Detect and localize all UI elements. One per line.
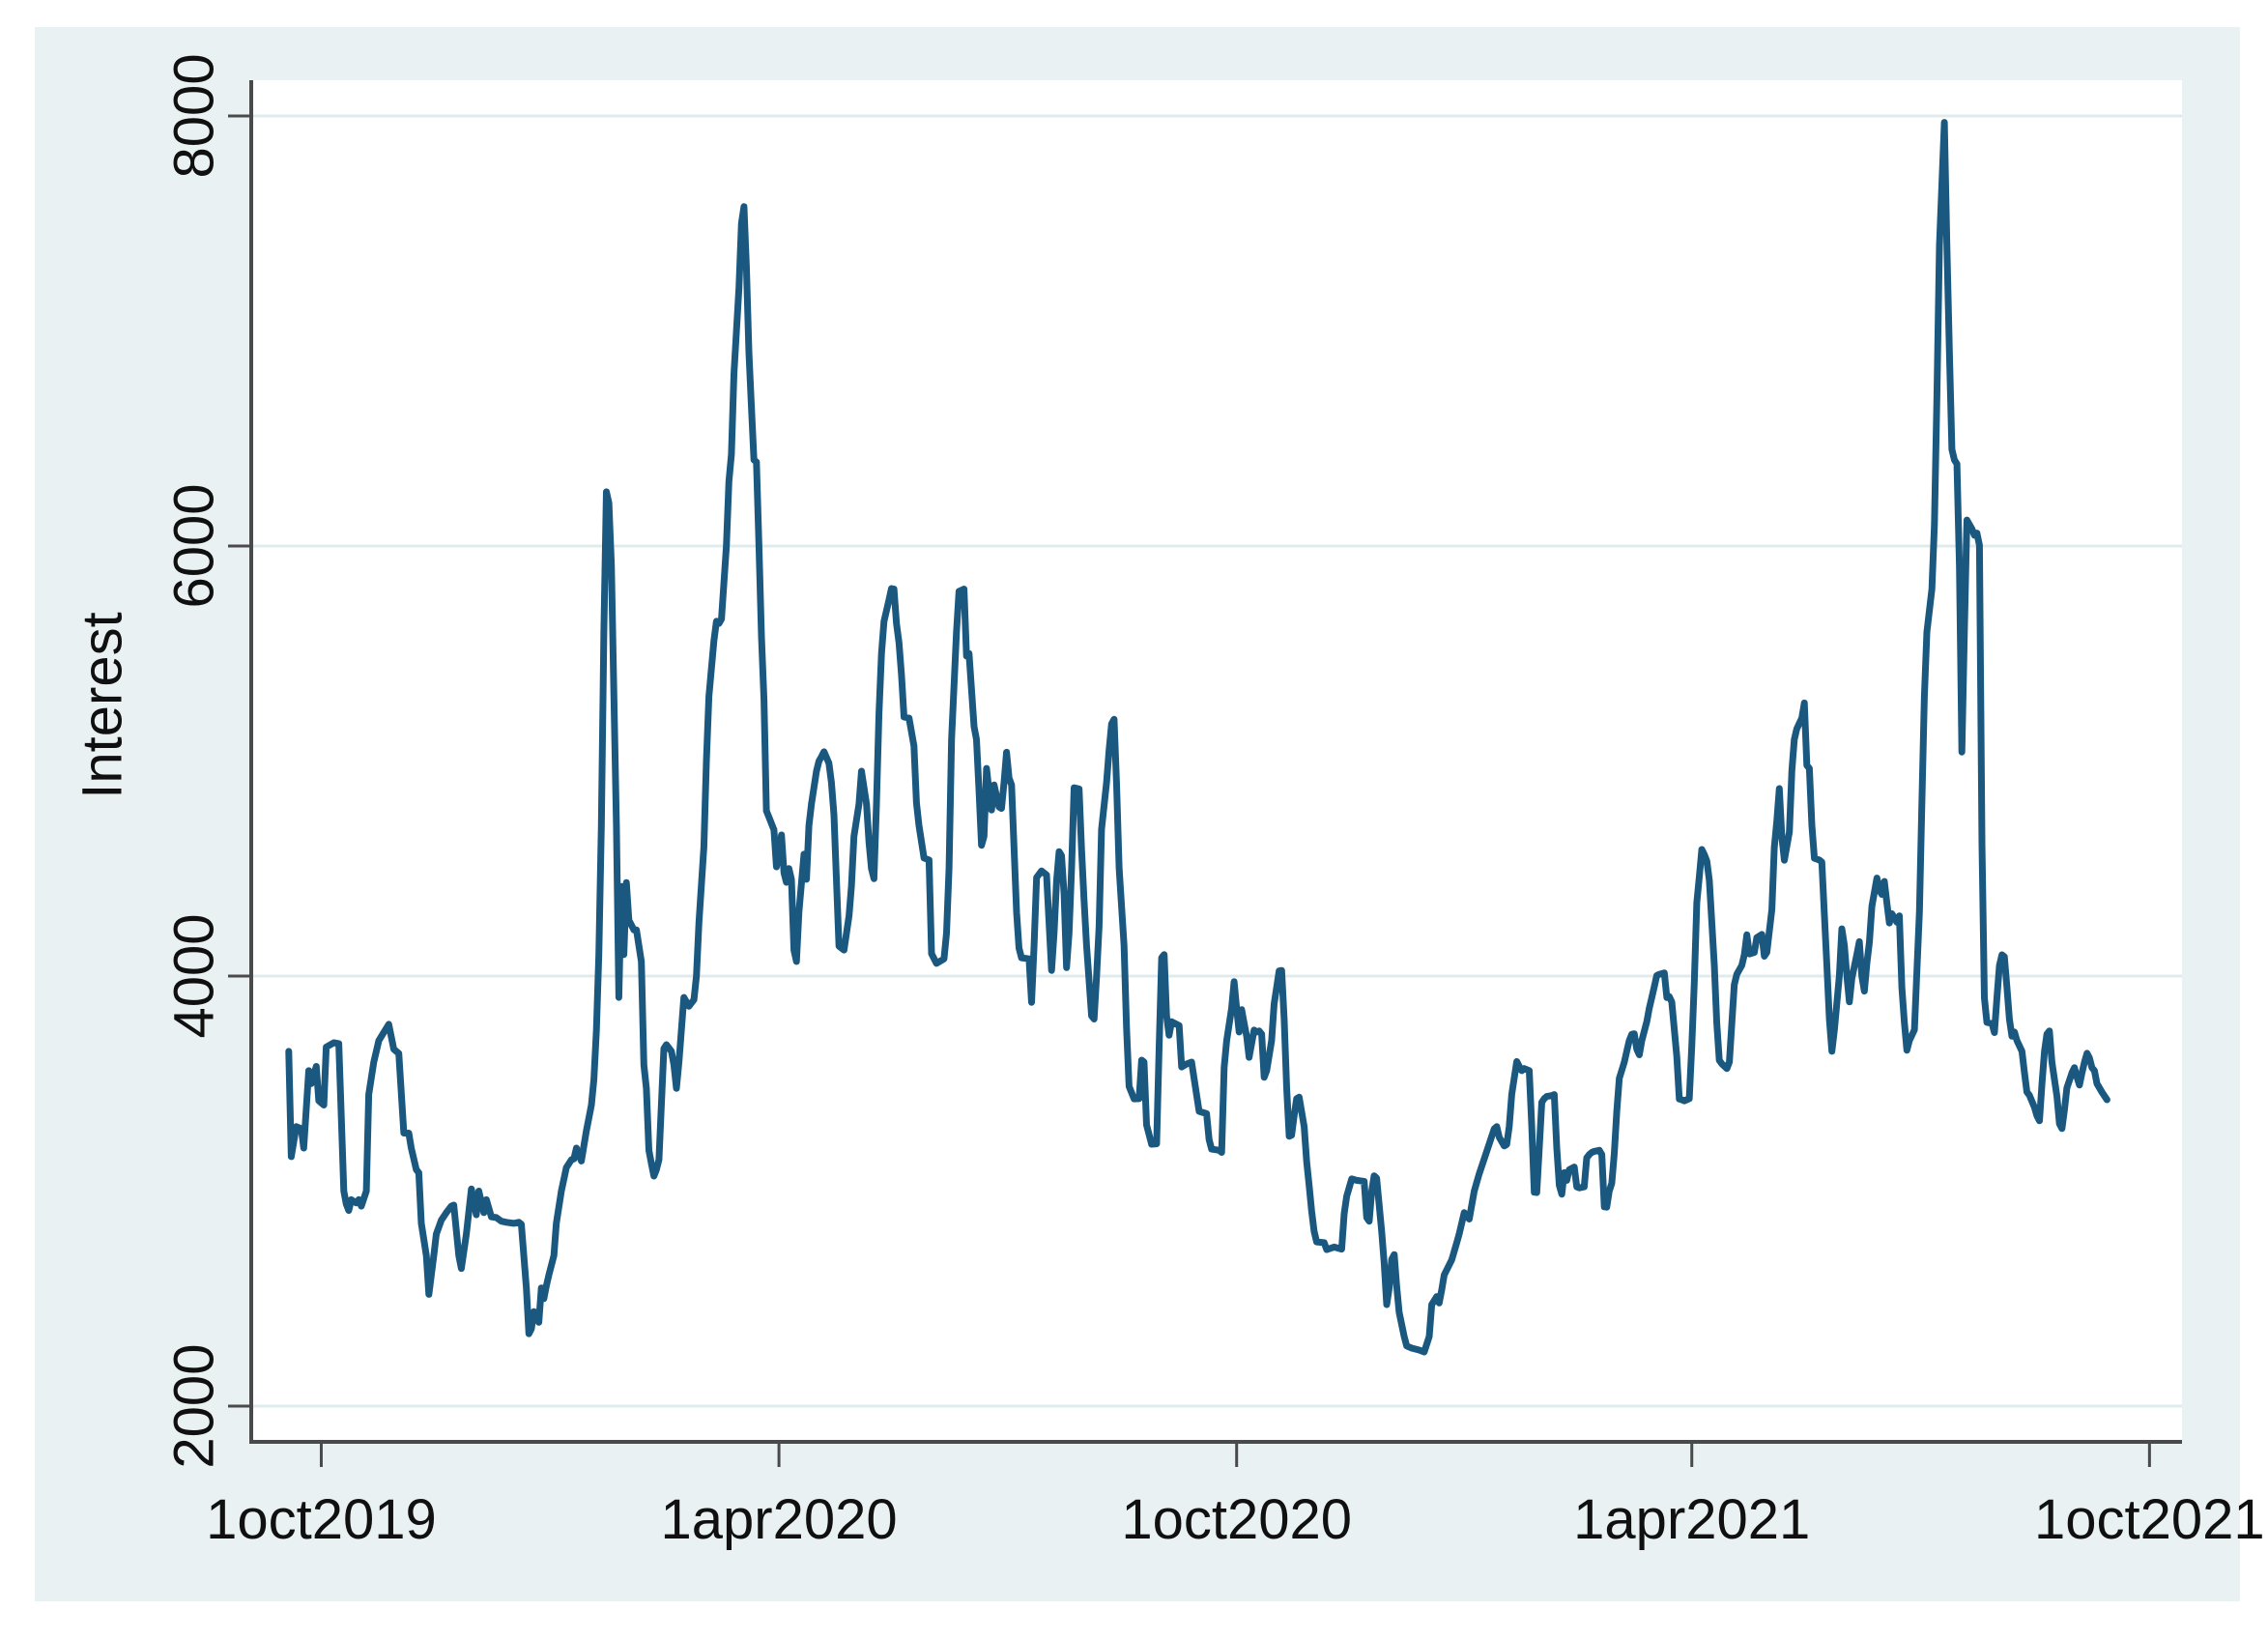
y-tick-label-4000: 4000 [162,914,225,1039]
axes [249,80,2182,1444]
tick-marks [228,114,2151,1467]
x-tick-label-1oct2019: 1oct2019 [206,1488,437,1551]
y-axis-title: Interest [71,612,133,798]
x-tick-label-1oct2020: 1oct2020 [1121,1488,1352,1551]
x-tick-label-1oct2021: 1oct2021 [2034,1488,2265,1551]
x-tick-label-1apr2021: 1apr2021 [1573,1488,1810,1551]
plot-area [251,80,2182,1442]
y-tick-label-2000: 2000 [162,1344,225,1469]
y-tick-label-8000: 8000 [162,53,225,178]
y-tick-label-6000: 6000 [162,483,225,608]
series-line-interest [285,119,2110,1356]
x-tick-label-1apr2020: 1apr2020 [661,1488,898,1551]
graph-canvas: 2000 4000 6000 8000 1oct2019 1apr2020 1oct2020… [35,27,2265,1601]
series-group [285,119,2110,1356]
tick-labels: 2000 4000 6000 8000 1oct2019 1apr2020 1oct2020… [162,53,2264,1551]
